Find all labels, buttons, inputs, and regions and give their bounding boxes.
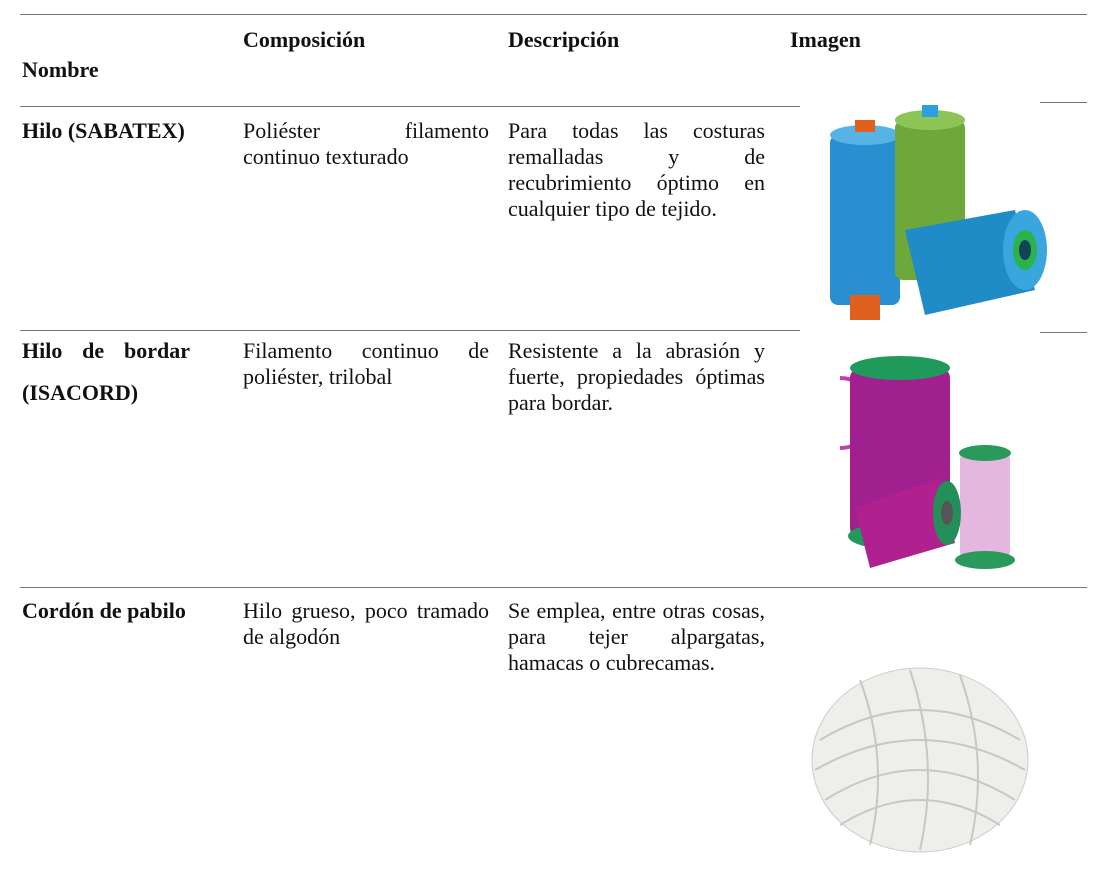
cotton-twine-image [811, 667, 1029, 853]
top-rule [20, 14, 1087, 15]
composition-cell: Filamento continuo de poliéster, triloba… [243, 338, 489, 389]
description-cell: Se emplea, entre otras cosas, para tejer… [508, 598, 765, 675]
description-cell: Resistente a la abrasión y fuerte, propi… [508, 338, 765, 415]
header-cell: Composición [243, 27, 366, 52]
header-cell: Imagen [790, 27, 861, 52]
row-rule [20, 330, 800, 331]
row-rule-right [1040, 332, 1087, 333]
header-rule [20, 106, 800, 107]
name-cell: Cordón de pabilo [22, 598, 186, 623]
description-cell: Para todas las costuras remalladas y de … [508, 118, 765, 221]
header-cell: Nombre [22, 57, 99, 82]
name-cell: Hilo (SABATEX) [22, 118, 185, 143]
header-cell: Descripción [508, 27, 620, 52]
name-cell: Hilo de bordar (ISACORD) [22, 338, 190, 405]
row-rule [20, 587, 1087, 588]
header-rule-right [1040, 102, 1087, 103]
thread-cones-image [830, 105, 1047, 320]
composition-cell: Poliéster filamento continuo texturado [243, 118, 489, 169]
composition-cell: Hilo grueso, poco tramado de algodón [243, 598, 489, 649]
embroidery-thread-image [839, 356, 1015, 569]
